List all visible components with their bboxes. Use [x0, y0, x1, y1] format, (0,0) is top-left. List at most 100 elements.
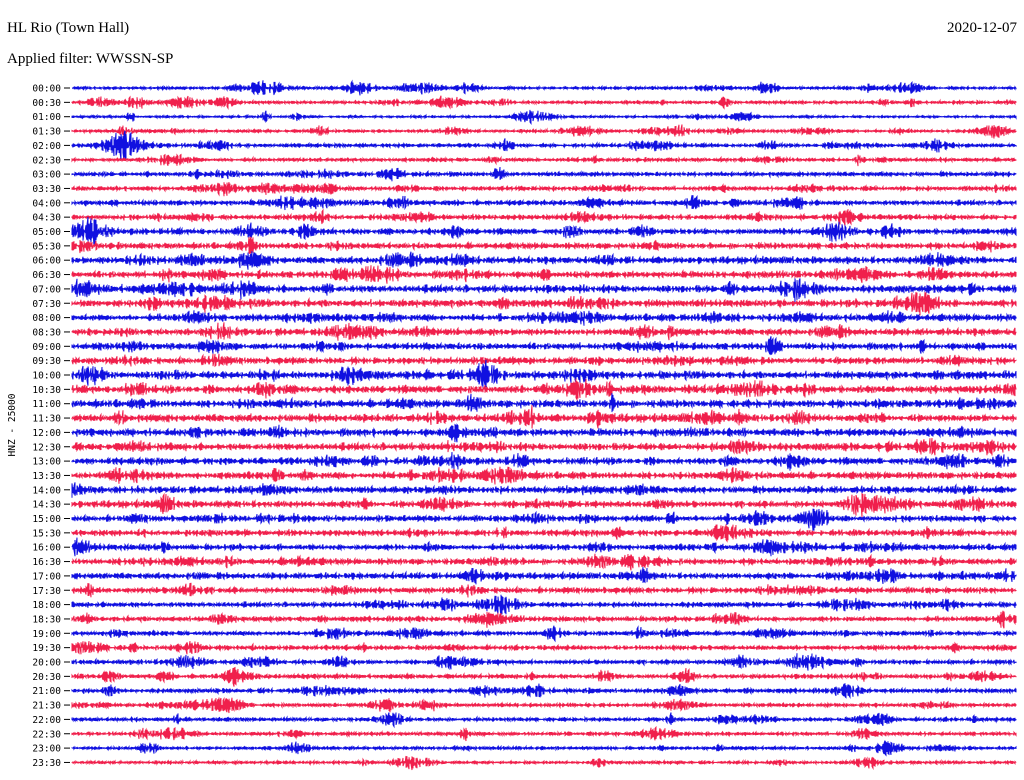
row-time-label: 08:00 — [32, 313, 61, 324]
row-time-label: 12:00 — [32, 428, 61, 439]
trace-line — [71, 251, 1017, 270]
row-time-label: 00:00 — [32, 84, 61, 95]
row-time-label: 01:00 — [32, 112, 61, 123]
trace-line — [71, 725, 1017, 742]
trace-line — [71, 508, 1017, 531]
row-time-label: 22:00 — [32, 715, 61, 726]
trace-line — [71, 610, 1017, 629]
trace-line — [71, 336, 1017, 356]
row-time-label: 04:00 — [32, 198, 61, 209]
row-time-label: 15:00 — [32, 514, 61, 525]
row-time-label: 01:30 — [32, 127, 61, 138]
row-time-label: 12:30 — [32, 442, 61, 453]
row-time-label: 06:00 — [32, 256, 61, 267]
trace-line — [71, 755, 1017, 771]
row-time-label: 03:30 — [32, 184, 61, 195]
row-time-label: 14:30 — [32, 500, 61, 511]
trace-line — [71, 236, 1017, 255]
row-time-label: 10:00 — [32, 371, 61, 382]
trace-line — [71, 208, 1017, 226]
trace-line — [71, 194, 1017, 211]
row-time-label: 17:00 — [32, 571, 61, 582]
trace-line — [71, 482, 1017, 498]
row-time-label: 19:00 — [32, 629, 61, 640]
trace-line — [71, 109, 1017, 126]
trace-line — [71, 537, 1017, 557]
trace-line — [71, 625, 1017, 643]
trace-line — [71, 696, 1017, 714]
trace-line — [71, 423, 1017, 443]
row-time-label: 00:30 — [32, 98, 61, 109]
trace-line — [71, 567, 1017, 585]
trace-line — [71, 492, 1017, 518]
trace-line — [71, 653, 1017, 671]
trace-line — [71, 124, 1017, 139]
row-time-label: 02:30 — [32, 155, 61, 166]
trace-line — [71, 378, 1017, 402]
row-time-label: 11:30 — [32, 414, 61, 425]
row-time-label: 17:30 — [32, 586, 61, 597]
row-time-label: 05:00 — [32, 227, 61, 238]
y-axis-label: HNZ - 25000 — [7, 393, 18, 456]
date-label: 2020-12-07 — [947, 20, 1017, 36]
trace-line — [71, 310, 1017, 326]
row-time-label: 10:30 — [32, 385, 61, 396]
row-time-label: 16:00 — [32, 543, 61, 554]
trace-line — [71, 393, 1017, 413]
row-time-label: 15:30 — [32, 528, 61, 539]
row-time-label: 18:30 — [32, 614, 61, 625]
row-time-label: 05:30 — [32, 241, 61, 252]
trace-line — [71, 582, 1017, 598]
trace-line — [71, 265, 1017, 284]
row-time-label: 22:30 — [32, 729, 61, 740]
row-time-label: 07:00 — [32, 284, 61, 295]
trace-line — [71, 79, 1017, 96]
trace-line — [71, 524, 1017, 543]
row-time-label: 21:00 — [32, 686, 61, 697]
trace-line — [71, 130, 1017, 160]
trace-line — [71, 740, 1017, 757]
row-time-label: 03:00 — [32, 170, 61, 181]
trace-line — [71, 153, 1017, 167]
row-time-label: 23:30 — [32, 758, 61, 769]
trace-line — [71, 216, 1017, 247]
row-time-label: 13:00 — [32, 457, 61, 468]
row-time-label: 02:00 — [32, 141, 61, 152]
row-time-label: 16:30 — [32, 557, 61, 568]
row-time-label: 13:30 — [32, 471, 61, 482]
trace-line — [71, 166, 1017, 182]
station-title: HL Rio (Town Hall) — [7, 20, 130, 36]
trace-line — [71, 291, 1017, 316]
trace-rows: 00:00 00:30 01:00 01:30 02:00 02:30 03:00 03:30… — [32, 79, 1017, 771]
row-time-label: 08:30 — [32, 327, 61, 338]
row-time-label: 14:00 — [32, 485, 61, 496]
trace-line — [71, 594, 1017, 617]
row-time-label: 06:30 — [32, 270, 61, 281]
row-time-label: 09:30 — [32, 356, 61, 367]
row-time-label: 18:00 — [32, 600, 61, 611]
row-time-label: 23:00 — [32, 744, 61, 755]
row-time-label: 09:00 — [32, 342, 61, 353]
trace-line — [71, 359, 1017, 390]
row-time-label: 20:00 — [32, 658, 61, 669]
trace-line — [71, 683, 1017, 700]
trace-line — [71, 641, 1017, 655]
row-time-label: 20:30 — [32, 672, 61, 683]
trace-line — [71, 95, 1017, 111]
trace-line — [71, 452, 1017, 471]
trace-line — [71, 712, 1017, 729]
trace-line — [71, 181, 1017, 197]
trace-line — [71, 322, 1017, 341]
trace-line — [71, 553, 1017, 571]
trace-line — [71, 666, 1017, 687]
row-time-label: 04:30 — [32, 213, 61, 224]
row-time-label: 07:30 — [32, 299, 61, 310]
row-time-label: 21:30 — [32, 701, 61, 712]
trace-line — [71, 437, 1017, 456]
row-time-label: 19:30 — [32, 643, 61, 654]
trace-line — [71, 405, 1017, 429]
trace-line — [71, 278, 1017, 303]
trace-line — [71, 353, 1017, 368]
trace-line — [71, 466, 1017, 485]
